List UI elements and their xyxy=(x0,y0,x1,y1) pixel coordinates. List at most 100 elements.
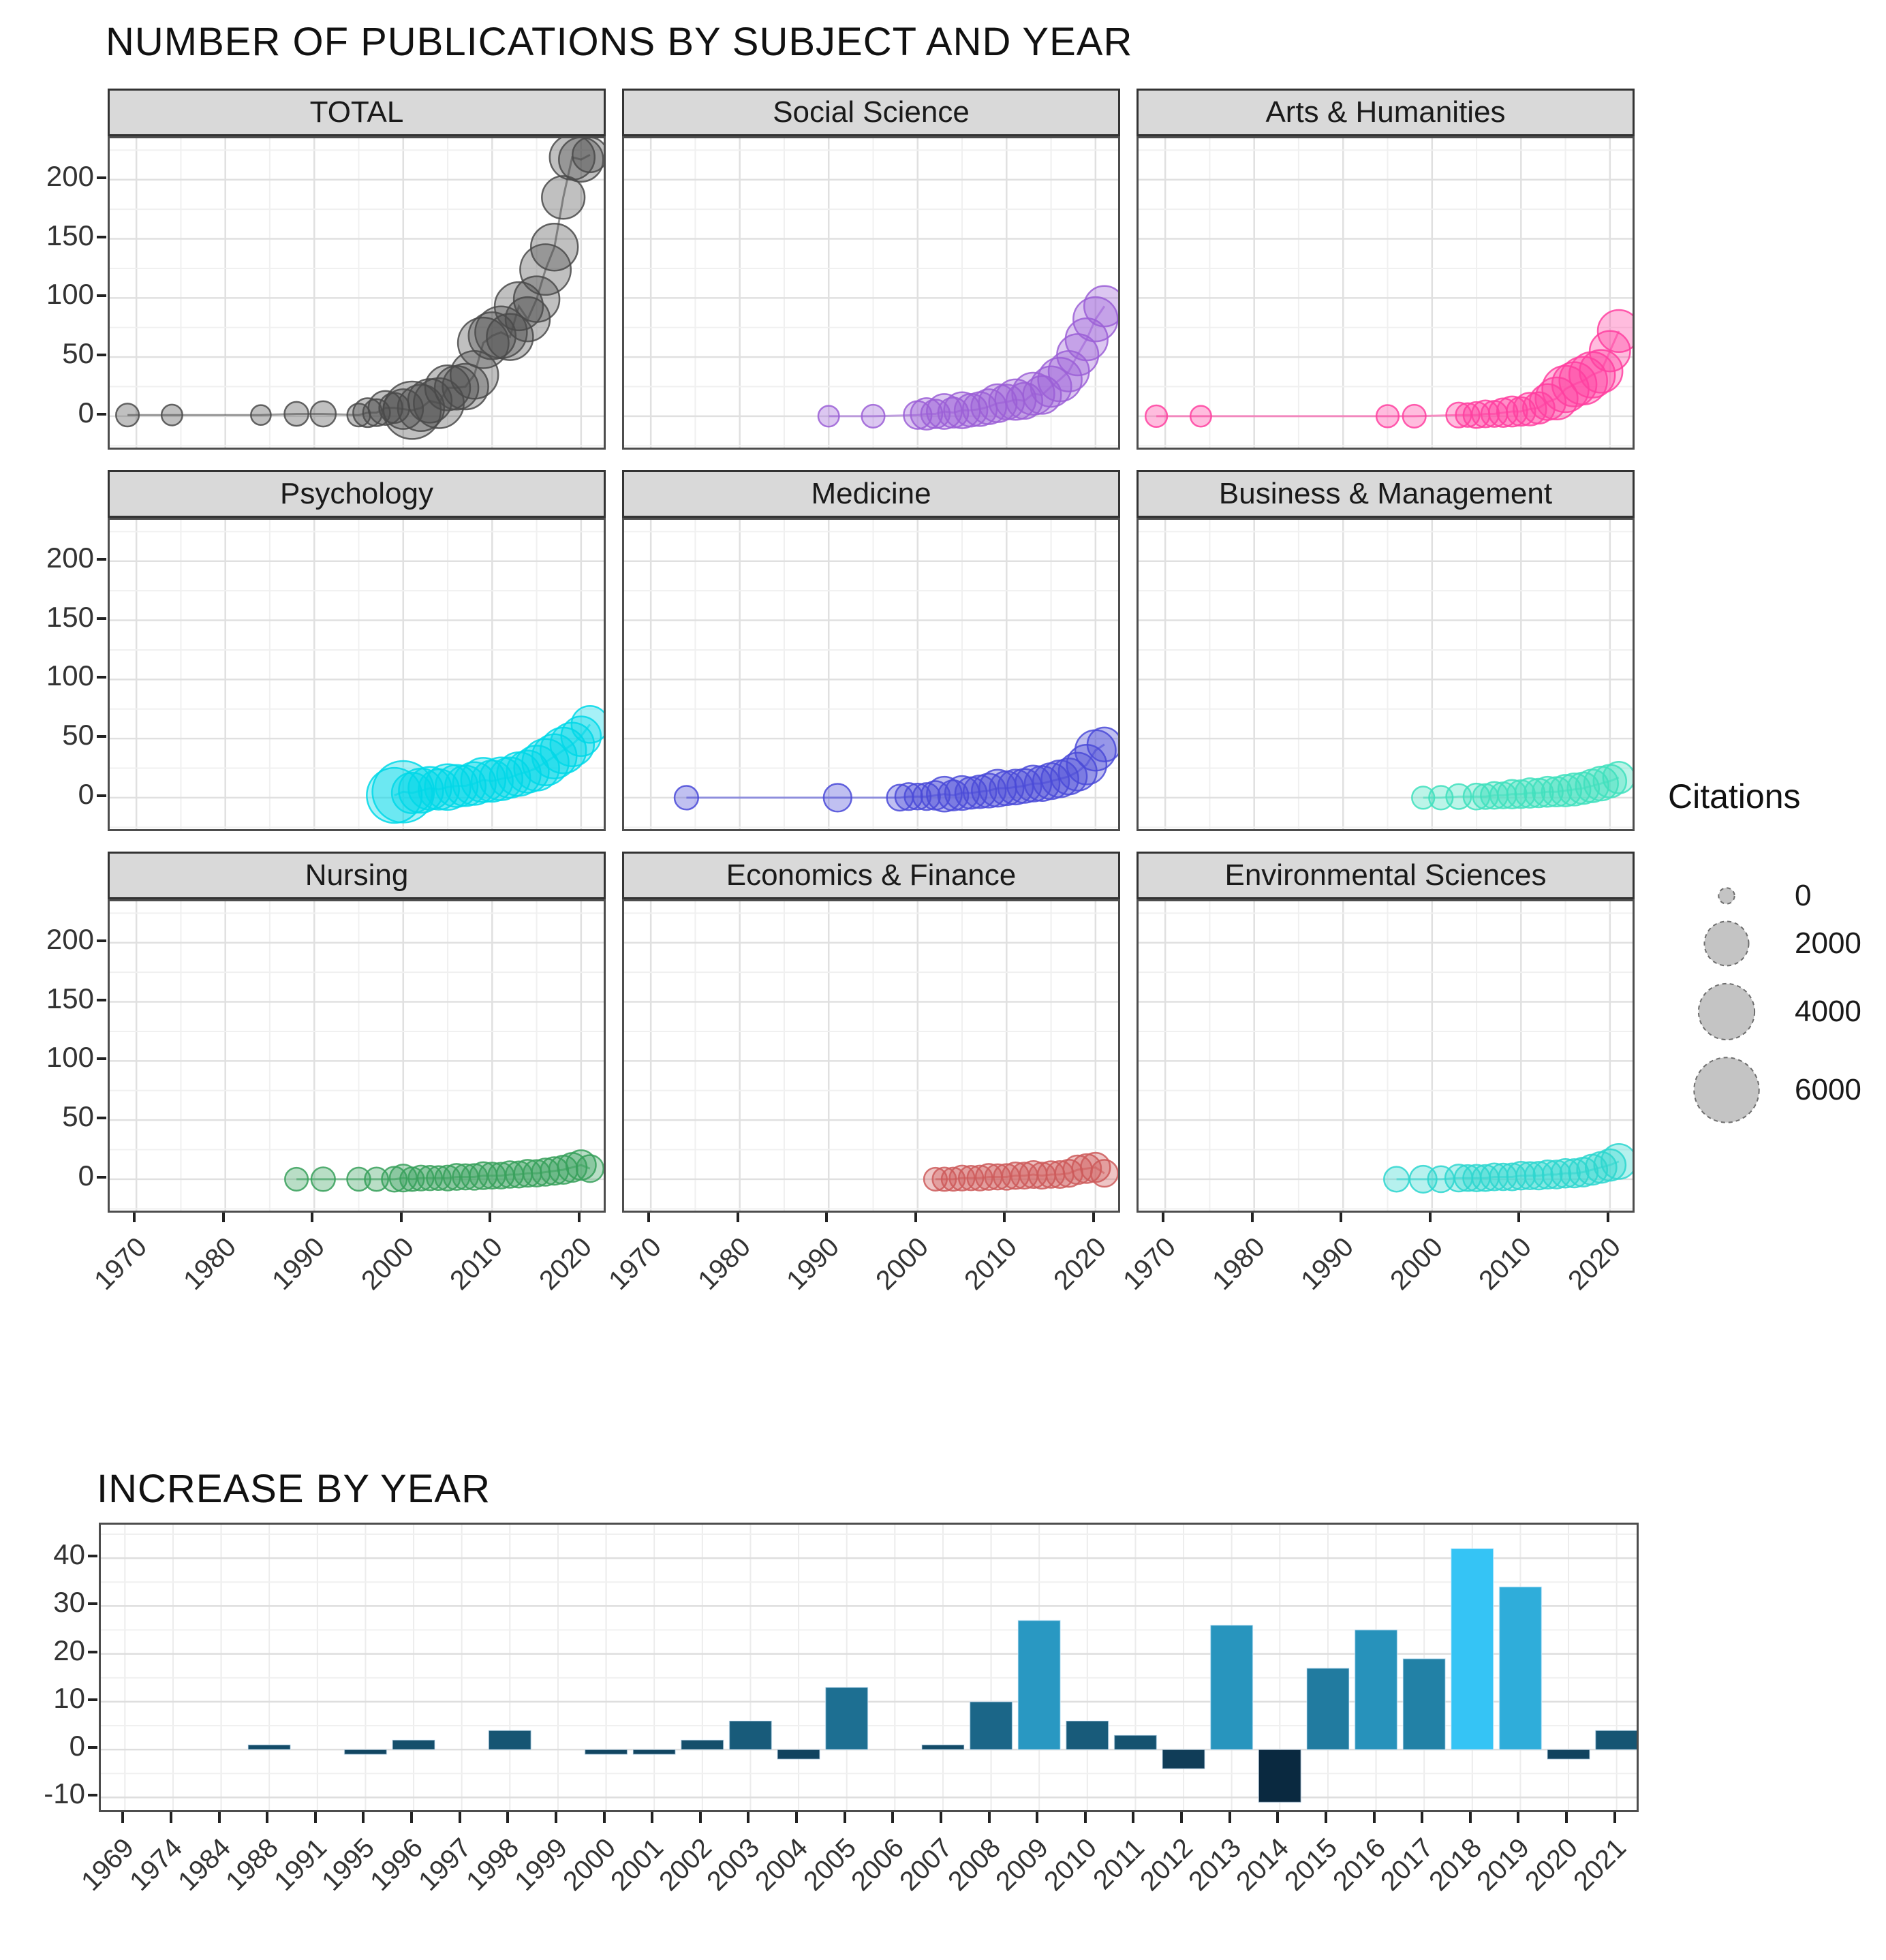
bubble-total-1984 xyxy=(250,404,272,426)
y-tick-label: 200 xyxy=(46,541,94,574)
y-tick-label: 0 xyxy=(78,1159,94,1192)
facet-strip-arts-humanities: Arts & Humanities xyxy=(1137,89,1635,136)
x-tick-mark xyxy=(1250,1213,1254,1222)
bar-x-tick-mark xyxy=(362,1812,365,1823)
bar-x-tick-mark xyxy=(554,1812,557,1823)
bubble-total-2020 xyxy=(558,138,604,183)
bubble-social-science-2015 xyxy=(1030,365,1072,408)
legend-bubble-0 xyxy=(1718,887,1735,905)
y-tick-mark xyxy=(97,676,106,679)
bar-2001 xyxy=(632,1749,676,1755)
bar-x-tick-mark xyxy=(1180,1812,1184,1823)
bubble-arts-humanities-1969 xyxy=(1144,404,1169,429)
bar-2020 xyxy=(1547,1749,1590,1760)
bubble-total-1998 xyxy=(367,390,403,426)
bar-x-tick-mark xyxy=(1324,1812,1327,1823)
bar-x-tick-mark xyxy=(891,1812,895,1823)
page-title: NUMBER OF PUBLICATIONS BY SUBJECT AND YE… xyxy=(106,20,1133,64)
bubble-arts-humanities-2016 xyxy=(1551,361,1598,407)
facet-plot-social-science xyxy=(624,138,1118,448)
facet-strip-medicine: Medicine xyxy=(622,470,1120,518)
bar-x-tick-mark xyxy=(121,1812,125,1823)
bar-y-tick-label: 0 xyxy=(69,1730,85,1762)
bar-2000 xyxy=(584,1749,628,1755)
legend-size-label: 6000 xyxy=(1795,1073,1861,1106)
bar-x-tick-mark xyxy=(651,1812,654,1823)
y-tick-label: 0 xyxy=(78,777,94,810)
facet-title: Business & Management xyxy=(1218,477,1553,510)
bar-x-tick-mark xyxy=(1517,1812,1520,1823)
bar-y-tick-label: 20 xyxy=(53,1634,85,1666)
facet-title: Social Science xyxy=(773,95,970,129)
y-tick-mark xyxy=(97,735,106,738)
bar-2005 xyxy=(824,1687,869,1750)
x-tick-mark xyxy=(133,1213,136,1222)
y-tick-mark xyxy=(97,998,106,1001)
facet-panel-nursing xyxy=(108,899,606,1213)
facet-title: Nursing xyxy=(305,858,409,892)
bar-x-tick-mark xyxy=(795,1812,799,1823)
bubble-nursing-1999 xyxy=(381,1166,408,1193)
bubble-social-science-2018 xyxy=(1056,333,1100,377)
facet-panel-psychology xyxy=(108,518,606,831)
facet-plot-environmental-sciences xyxy=(1139,901,1633,1211)
x-tick-mark xyxy=(1517,1213,1521,1222)
facet-plot-nursing xyxy=(110,901,604,1211)
bar-2013 xyxy=(1209,1624,1254,1750)
y-tick-label: 100 xyxy=(46,659,94,692)
y-tick-mark xyxy=(97,412,106,416)
bar-x-tick-mark xyxy=(217,1812,221,1823)
bar-y-tick-label: 40 xyxy=(53,1538,85,1571)
bubble-arts-humanities-2021 xyxy=(1596,309,1633,354)
bar-2010 xyxy=(1065,1720,1109,1750)
x-tick-mark xyxy=(1340,1213,1343,1222)
bubble-economics-finance-2019 xyxy=(1071,1153,1102,1184)
y-tick-mark xyxy=(97,1117,106,1120)
bubble-medicine-1991 xyxy=(822,783,852,813)
bubble-total-1988 xyxy=(283,401,309,427)
facet-panel-economics-finance xyxy=(622,899,1120,1213)
y-tick-label: 150 xyxy=(46,219,94,251)
bubble-business-management-2013 xyxy=(1532,775,1564,808)
y-tick-label: 150 xyxy=(46,982,94,1014)
legend-bubble-6000 xyxy=(1693,1057,1760,1123)
facet-title: TOTAL xyxy=(309,95,404,129)
bar-y-tick-label: -10 xyxy=(44,1777,85,1810)
bubble-psychology-2021 xyxy=(570,704,604,744)
bubble-nursing-2021 xyxy=(575,1154,604,1183)
bar-x-tick-mark xyxy=(987,1812,991,1823)
bubble-medicine-2018 xyxy=(1057,751,1098,792)
x-tick-mark xyxy=(1606,1213,1609,1222)
bubble-total-1991 xyxy=(309,400,337,428)
y-tick-label: 100 xyxy=(46,278,94,311)
bubble-total-2014 xyxy=(504,296,551,343)
facet-strip-nursing: Nursing xyxy=(108,852,606,899)
facet-strip-psychology: Psychology xyxy=(108,470,606,518)
bar-y-tick-mark xyxy=(88,1650,97,1653)
bar-2014 xyxy=(1258,1749,1302,1803)
bar-2017 xyxy=(1402,1658,1446,1750)
bar-x-tick-mark xyxy=(458,1812,461,1823)
x-tick-mark xyxy=(1428,1213,1432,1222)
bubble-psychology-2006 xyxy=(434,764,479,808)
y-tick-label: 100 xyxy=(46,1041,94,1074)
facet-panel-business-management xyxy=(1137,518,1635,831)
bubble-arts-humanities-1998 xyxy=(1402,403,1427,429)
facet-plot-economics-finance xyxy=(624,901,1118,1211)
x-tick-mark xyxy=(1092,1213,1095,1222)
bubble-total-2018 xyxy=(541,175,586,220)
bubble-psychology-2011 xyxy=(478,756,524,801)
bar-x-tick-mark xyxy=(266,1812,269,1823)
bar-2003 xyxy=(728,1720,773,1750)
bubble-total-2017 xyxy=(529,222,579,272)
bubble-business-management-2011 xyxy=(1514,777,1546,809)
facet-title: Environmental Sciences xyxy=(1224,858,1547,892)
y-tick-mark xyxy=(97,794,106,797)
x-tick-mark xyxy=(489,1213,492,1222)
facet-panel-medicine xyxy=(622,518,1120,831)
bubble-social-science-2021 xyxy=(1083,285,1118,328)
facet-panel-social-science xyxy=(622,136,1120,450)
y-tick-label: 200 xyxy=(46,159,94,192)
bubble-medicine-2021 xyxy=(1086,726,1118,762)
bar-y-tick-mark xyxy=(88,1555,97,1558)
